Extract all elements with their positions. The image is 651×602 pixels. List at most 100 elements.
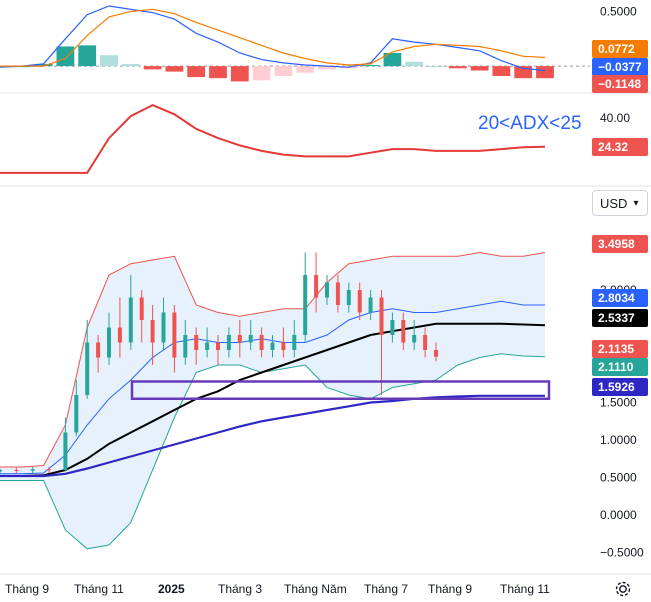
candle-body <box>270 342 275 350</box>
x-tick-label: Tháng Năm <box>284 582 347 596</box>
candle-body <box>96 342 101 358</box>
candle-body <box>128 297 133 343</box>
macd-line <box>0 5 546 72</box>
candle-body <box>172 312 177 358</box>
candle-body <box>379 297 384 335</box>
candle-body <box>434 350 438 357</box>
candle-body <box>303 275 308 335</box>
candle-body <box>412 335 417 343</box>
candle-body <box>150 320 155 343</box>
candle-body <box>194 335 199 350</box>
macd-histogram-bar <box>274 66 293 76</box>
x-tick-label: Tháng 9 <box>5 582 49 596</box>
candle-body <box>107 327 111 358</box>
y-tick-label: 0.0000 <box>600 508 637 522</box>
adx-annotation: 20<ADX<25 <box>478 113 582 134</box>
macd-badge-macd-bg <box>592 58 648 76</box>
price-badge: 1.5926 <box>598 380 635 394</box>
macd-histogram-bar <box>34 63 53 67</box>
currency-selector[interactable]: USD ▾ <box>592 190 648 216</box>
price-badge: 3.4958 <box>598 237 635 251</box>
candle-body <box>390 320 395 335</box>
adx-badge-bg <box>592 138 648 156</box>
moving-average-black <box>0 322 546 477</box>
y-tick-label: 0.5000 <box>600 4 637 18</box>
candle-body <box>292 335 297 350</box>
macd-histogram-bar <box>252 66 271 81</box>
macd-histogram-bar <box>536 66 554 79</box>
gear-icon[interactable] <box>614 580 632 598</box>
chart-panes: 0.5000 0.0772 −0.0377 −0.1148 40.00 24.32 20<A… <box>0 4 651 596</box>
y-tick-label: 40.00 <box>600 111 630 125</box>
x-tick-label: 2025 <box>158 582 185 596</box>
candle-body <box>314 275 319 298</box>
candle-body <box>401 320 406 343</box>
candle-body <box>216 342 220 350</box>
price-badge: 2.1110 <box>598 360 634 374</box>
adx-line <box>0 103 546 174</box>
bollinger-lower-line <box>0 353 546 550</box>
macd-histogram-bar <box>121 63 140 67</box>
candle-body <box>226 335 231 350</box>
bollinger-band-fill <box>0 252 545 549</box>
candle-body <box>368 297 373 313</box>
candle-body <box>335 282 340 305</box>
price-badge: 2.5337 <box>598 311 635 325</box>
macd-histogram-bar <box>100 55 118 67</box>
candle-body <box>281 342 286 350</box>
y-tick-label: 1.5000 <box>600 396 637 410</box>
macd-histogram-bar <box>448 66 467 69</box>
candle-body <box>161 312 166 343</box>
price-badge-bg <box>592 235 648 253</box>
candle-body <box>183 335 188 358</box>
price-badge: 2.1135 <box>598 342 634 356</box>
support-zone-box <box>130 380 551 400</box>
candle-body <box>47 469 52 471</box>
macd-histogram-bar <box>209 66 227 79</box>
candle-body <box>237 335 242 343</box>
candle-body <box>259 335 264 350</box>
candle-body <box>85 342 90 395</box>
macd-histogram-bar <box>427 66 445 68</box>
currency-label: USD <box>600 195 628 211</box>
price-badge: 2.8034 <box>598 291 635 305</box>
macd-histogram-bar <box>165 66 184 72</box>
price-badge-bg <box>592 289 648 307</box>
candle-body <box>357 290 362 313</box>
macd-badge-hist-bg <box>592 75 648 93</box>
price-badge-bg <box>592 309 648 327</box>
price-badge-bg <box>592 340 648 358</box>
macd-histogram-bar <box>56 46 75 67</box>
macd-histogram-bar <box>230 66 249 82</box>
candle-body <box>63 432 68 470</box>
candle-body <box>346 290 351 305</box>
macd-badge-hist: −0.1148 <box>598 77 641 91</box>
moving-average-blue <box>0 394 545 478</box>
candle-body <box>325 282 329 298</box>
candle-body <box>14 470 19 471</box>
macd-histogram-bar <box>78 45 97 67</box>
macd-histogram-bar <box>296 66 315 73</box>
x-tick-label: Tháng 11 <box>74 582 124 596</box>
candle-body <box>0 470 2 472</box>
signal-line <box>0 8 546 67</box>
x-tick-label: Tháng 11 <box>500 582 550 596</box>
macd-badge-signal: 0.0772 <box>598 42 635 56</box>
macd-histogram-bar <box>470 66 489 71</box>
candle-body <box>139 297 144 320</box>
x-tick-label: Tháng 3 <box>218 582 262 596</box>
macd-histogram-bar <box>492 66 511 76</box>
candle-body <box>74 395 79 433</box>
adx-badge: 24.32 <box>598 140 628 154</box>
candle-body <box>205 342 210 350</box>
x-tick-label: Tháng 9 <box>428 582 472 596</box>
candle-body <box>248 335 253 343</box>
macd-histogram-bar <box>405 61 424 67</box>
macd-histogram-bar <box>361 65 380 67</box>
x-tick-label: Tháng 7 <box>364 582 408 596</box>
macd-histogram-bar <box>143 66 162 70</box>
y-tick-label: −0.5000 <box>600 546 644 560</box>
macd-histogram-bar <box>318 66 336 70</box>
candle-body <box>423 335 428 350</box>
